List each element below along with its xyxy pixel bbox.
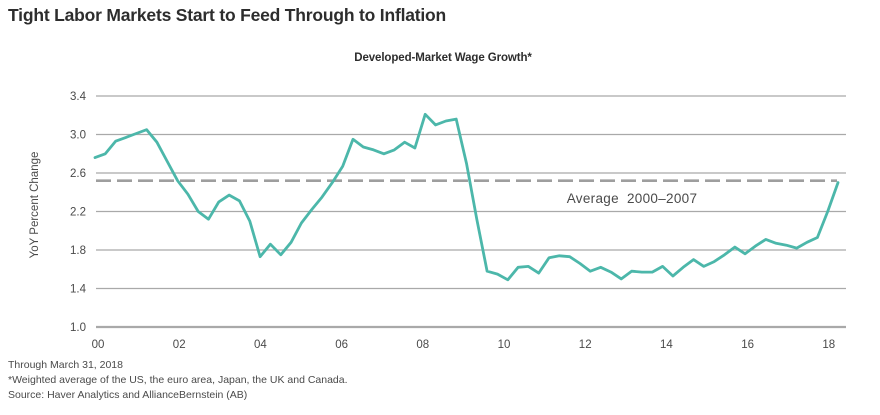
- footnotes: Through March 31, 2018 *Weighted average…: [8, 358, 348, 403]
- y-tick-label: 1.8: [70, 245, 86, 257]
- y-axis-title: YoY Percent Change: [29, 152, 41, 259]
- x-tick-label: 00: [92, 339, 105, 351]
- grid-layer: 3.4 3.0 2.6 2.2 1.8 1.4 1.0 00 02 04 06 08 10 12 14 16 1…: [70, 91, 846, 351]
- x-tick-label: 04: [254, 339, 267, 351]
- page-title: Tight Labor Markets Start to Feed Throug…: [8, 5, 447, 25]
- chart-subtitle: Developed-Market Wage Growth*: [354, 52, 532, 64]
- y-tick-label: 1.0: [70, 322, 86, 334]
- y-tick-label: 2.6: [70, 168, 86, 180]
- average-line-label: Average 2000–2007: [567, 191, 698, 206]
- x-tick-label: 16: [741, 339, 754, 351]
- footnote-source: Source: Haver Analytics and AllianceBern…: [8, 389, 248, 401]
- series-layer: [93, 112, 840, 282]
- footnote-weighted-average: *Weighted average of the US, the euro ar…: [8, 374, 348, 386]
- x-tick-label: 14: [660, 339, 673, 351]
- x-tick-label: 18: [822, 339, 835, 351]
- x-tick-label: 12: [579, 339, 592, 351]
- wage-growth-line: [93, 112, 840, 282]
- x-tick-label: 02: [173, 339, 186, 351]
- y-tick-label: 2.2: [70, 207, 86, 219]
- y-tick-label: 3.4: [70, 91, 87, 103]
- footnote-through-date: Through March 31, 2018: [8, 359, 123, 371]
- x-tick-label: 08: [416, 339, 429, 351]
- y-tick-label: 3.0: [70, 130, 86, 142]
- x-tick-label: 10: [498, 339, 511, 351]
- y-tick-label: 1.4: [70, 284, 87, 296]
- x-tick-label: 06: [335, 339, 348, 351]
